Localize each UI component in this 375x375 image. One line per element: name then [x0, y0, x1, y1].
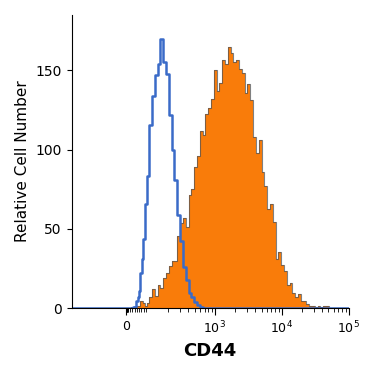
X-axis label: CD44: CD44	[183, 342, 237, 360]
Y-axis label: Relative Cell Number: Relative Cell Number	[15, 81, 30, 242]
